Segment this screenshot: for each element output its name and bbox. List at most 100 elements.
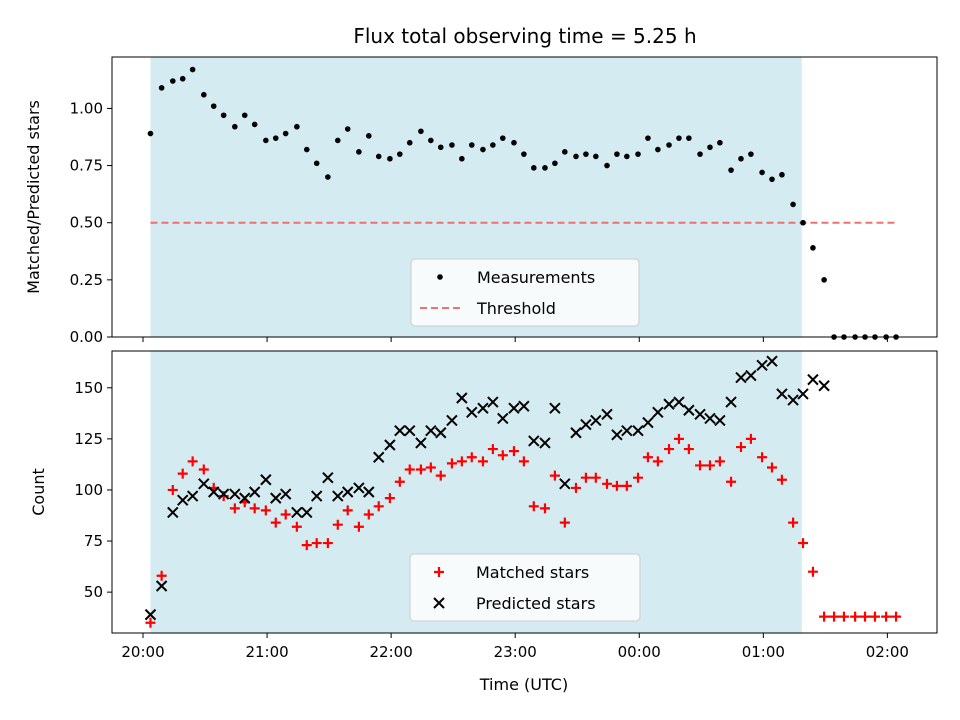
- measurement-point: [821, 277, 827, 283]
- predicted-star-point: [580, 418, 592, 431]
- measurement-point: [468, 142, 475, 148]
- predicted-star-point: [776, 388, 788, 400]
- bottom-y-axis: 50 75 100 125 150: [74, 379, 112, 601]
- predicted-star-point: [208, 486, 220, 498]
- matched-star-point: [590, 472, 601, 483]
- top-legend: Measurements Threshold: [410, 258, 640, 327]
- matched-star-point: [446, 458, 457, 469]
- measurement-point: [728, 167, 734, 173]
- predicted-star-point: [818, 380, 830, 392]
- predicted-star-point: [601, 408, 613, 421]
- matched-star-point: [167, 484, 178, 495]
- predicted-star-point: [477, 402, 489, 414]
- bottom-legend: Matched stars Predicted stars: [409, 553, 641, 622]
- measurement-point: [158, 85, 165, 91]
- measurement-point: [201, 91, 207, 98]
- measurement-point: [779, 171, 785, 178]
- predicted-star-point: [260, 474, 272, 486]
- matched-star-point: [726, 476, 737, 487]
- x-tick-label: 00:00: [618, 643, 661, 661]
- predicted-star-point: [756, 359, 768, 372]
- matched-star-point: [664, 444, 675, 455]
- predicted-star-point: [528, 435, 540, 447]
- measurement-point: [499, 135, 506, 141]
- matched-star-point: [353, 521, 364, 532]
- predicted-star-point: [198, 478, 210, 490]
- y-tick-label: 75: [84, 532, 103, 550]
- matched-star-point: [487, 444, 498, 455]
- measurement-point: [428, 137, 434, 144]
- matched-star-point: [549, 470, 560, 481]
- measurement-point: [189, 66, 196, 73]
- matched-star-point: [435, 470, 446, 481]
- matched-star-point: [642, 452, 653, 463]
- top-panel: 0.00 0.25 0.50 0.75 1.00 Matched/Predicted s…: [24, 56, 938, 346]
- predicted-star-point: [394, 424, 406, 437]
- predicted-star-point: [310, 490, 323, 502]
- top-y-axis-label: Matched/Predicted stars: [24, 100, 43, 294]
- predicted-star-point: [446, 414, 458, 427]
- measurements-series: [147, 66, 899, 340]
- predicted-star-point: [435, 427, 447, 439]
- predicted-star-point: [248, 486, 261, 498]
- matched-star-point: [198, 464, 209, 475]
- matched-star-point: [735, 442, 746, 453]
- y-tick-label: 0.00: [70, 328, 103, 346]
- matched-star-point: [539, 503, 550, 514]
- x-tick-label: 21:00: [245, 643, 288, 661]
- measurement-point: [738, 155, 744, 162]
- matched-star-point: [633, 472, 644, 483]
- bottom-y-axis-label: Count: [29, 468, 48, 516]
- measurement-point: [294, 123, 300, 130]
- matched-star-point: [342, 505, 353, 516]
- x-tick-label: 22:00: [370, 643, 413, 661]
- legend-marker-predicted: [433, 597, 445, 609]
- matched-star-point: [860, 611, 871, 622]
- matched-star-point: [838, 611, 849, 622]
- measurement-point: [480, 146, 486, 153]
- matched-star-point: [384, 493, 395, 504]
- predicted-star-point: [642, 416, 654, 429]
- predicted-star-point: [404, 424, 416, 437]
- predicted-star-point: [177, 494, 189, 506]
- predicted-star-point: [322, 471, 334, 484]
- matched-star-point: [177, 468, 188, 479]
- legend-label: Matched stars: [476, 563, 589, 582]
- measurement-point: [406, 139, 413, 146]
- measurement-point: [272, 135, 279, 141]
- predicted-star-point: [353, 482, 365, 494]
- measurement-point: [325, 174, 331, 180]
- measurement-point: [179, 75, 186, 82]
- predicted-star-point: [167, 506, 179, 519]
- measurement-point: [552, 160, 558, 167]
- predicted-star-point: [342, 486, 354, 498]
- measurement-point: [344, 126, 351, 132]
- chart-title: Flux total observing time = 5.25 h: [353, 24, 696, 48]
- predicted-star-point: [425, 424, 437, 437]
- measurement-point: [655, 146, 661, 153]
- matched-star-point: [404, 464, 415, 475]
- y-tick-label: 125: [74, 430, 103, 448]
- x-tick-label: 20:00: [121, 643, 164, 661]
- predicted-star-point: [456, 392, 468, 404]
- measurement-point: [686, 135, 692, 141]
- predicted-star-point: [291, 506, 303, 519]
- predicted-star-point: [725, 396, 737, 408]
- measurement-point: [769, 176, 775, 183]
- matched-star-point: [788, 517, 799, 528]
- matched-star-point: [322, 538, 333, 549]
- matched-star-point: [466, 452, 477, 463]
- predicted-star-point: [704, 412, 716, 425]
- predicted-star-point: [621, 424, 633, 437]
- predicted-star-point: [652, 406, 664, 419]
- predicted-star-point: [373, 451, 385, 463]
- predicted-star-point: [714, 414, 726, 427]
- measurement-point: [418, 128, 424, 135]
- measurement-point: [810, 245, 816, 251]
- matched-star-point: [156, 570, 167, 581]
- bottom-x-axis: 20:00 21:00 22:00 23:00 00:00 01:00 02:00: [121, 633, 909, 661]
- matched-star-point: [425, 462, 436, 473]
- measurement-point: [697, 151, 703, 157]
- measurement-point: [573, 153, 579, 160]
